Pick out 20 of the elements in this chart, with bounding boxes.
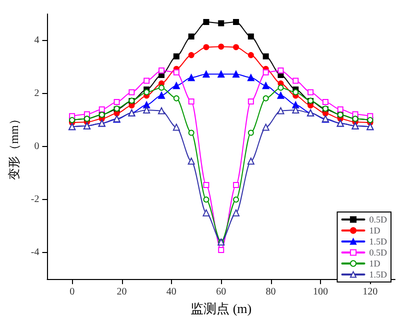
x-tick-label: 0 — [70, 286, 75, 298]
x-tick-label: 20 — [116, 286, 127, 298]
y-tick-label: 2 — [34, 88, 40, 100]
legend-label: 0.5D — [369, 248, 388, 258]
x-tick-label: 60 — [216, 286, 226, 298]
legend-label: 1D — [369, 226, 381, 236]
legend-label: 1.5D — [369, 270, 388, 280]
legend-label: 1.5D — [369, 236, 388, 246]
legend-label: 0.5D — [369, 214, 388, 224]
legend-label: 1D — [369, 258, 381, 268]
y-tick-label: -2 — [30, 194, 40, 206]
y-tick-label: 0 — [34, 141, 40, 152]
y-tick-label: -4 — [30, 247, 40, 258]
x-tick-label: 120 — [362, 286, 378, 298]
y-tick-label: 4 — [34, 35, 40, 46]
x-axis-title: 监测点 (m) — [190, 301, 252, 316]
y-axis-title: 变形（mm） — [7, 113, 21, 180]
x-tick-label: 40 — [166, 286, 176, 298]
x-tick-label: 80 — [266, 286, 276, 298]
x-tick-label: 100 — [312, 286, 328, 298]
